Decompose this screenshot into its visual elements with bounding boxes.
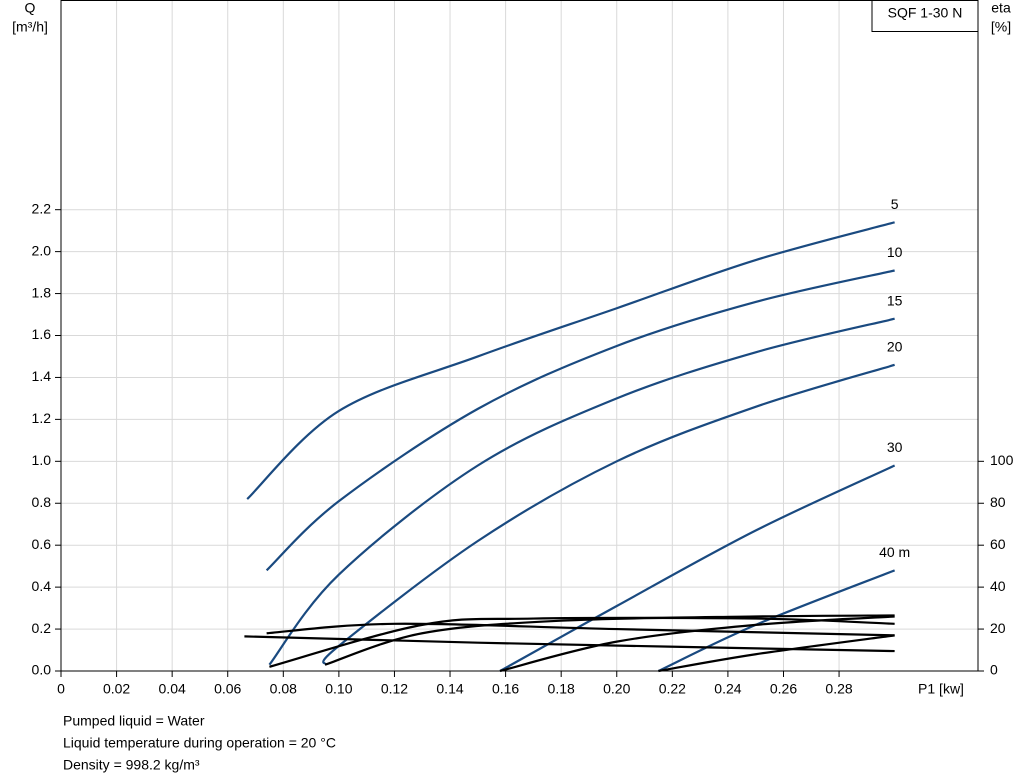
- y2-tick-label: 20: [990, 620, 1006, 636]
- curve: [246, 221, 895, 500]
- y2-axis-unit: [%]: [991, 19, 1011, 35]
- x-tick-label: 0.10: [325, 681, 352, 697]
- x-tick-label: 0.22: [659, 681, 686, 697]
- curve-label: 20: [887, 339, 903, 355]
- note: Density = 998.2 kg/m³: [63, 757, 200, 773]
- note: Liquid temperature during operation = 20…: [63, 735, 336, 751]
- curve-label: 15: [887, 292, 903, 308]
- curve: [244, 635, 895, 653]
- x-axis-title: P1 [kw]: [918, 681, 964, 697]
- y-tick-label: 0.2: [32, 620, 52, 636]
- note: Pumped liquid = Water: [63, 713, 205, 729]
- curve: [657, 569, 896, 672]
- curve-label: 30: [887, 439, 903, 455]
- x-tick-label: 0.28: [825, 681, 852, 697]
- y-tick-label: 1.8: [32, 284, 52, 300]
- plot-frame: [60, 0, 979, 672]
- y-tick-label: 0.8: [32, 494, 52, 510]
- x-tick-label: 0.12: [381, 681, 408, 697]
- x-tick-label: 0.08: [270, 681, 297, 697]
- x-tick-label: 0.24: [714, 681, 741, 697]
- y-tick-label: 0.0: [32, 662, 52, 678]
- y-tick-label: 0.6: [32, 536, 52, 552]
- x-tick-label: 0.26: [770, 681, 797, 697]
- x-tick-label: 0.02: [103, 681, 130, 697]
- x-tick-label: 0: [57, 681, 65, 697]
- curve: [265, 269, 895, 572]
- curve: [269, 616, 895, 668]
- y2-tick-label: 0: [990, 662, 998, 678]
- y2-axis-title: eta: [991, 0, 1011, 16]
- x-tick-label: 0.04: [159, 681, 186, 697]
- x-tick-label: 0.18: [548, 681, 575, 697]
- y-axis-title: Q: [25, 0, 36, 16]
- title-box: [871, 0, 979, 32]
- y-tick-label: 1.6: [32, 326, 52, 342]
- curve: [268, 317, 895, 666]
- y2-tick-label: 80: [990, 494, 1006, 510]
- x-tick-label: 0.16: [492, 681, 519, 697]
- curve: [658, 634, 895, 673]
- y2-tick-label: 40: [990, 578, 1006, 594]
- y2-tick-label: 100: [990, 452, 1014, 468]
- curve: [322, 363, 895, 666]
- y-tick-label: 0.4: [32, 578, 52, 594]
- y-tick-label: 1.0: [32, 452, 52, 468]
- curve-label: 5: [891, 196, 899, 212]
- y-tick-label: 2.2: [32, 200, 52, 216]
- y-axis-unit: [m³/h]: [12, 19, 48, 35]
- y-tick-label: 1.4: [32, 368, 52, 384]
- curve: [266, 622, 895, 637]
- y-tick-label: 2.0: [32, 242, 52, 258]
- curve: [324, 614, 895, 666]
- x-tick-label: 0.06: [214, 681, 241, 697]
- y-tick-label: 1.2: [32, 410, 52, 426]
- x-tick-label: 0.20: [603, 681, 630, 697]
- curve-label: 10: [887, 244, 903, 260]
- y2-tick-label: 60: [990, 536, 1006, 552]
- chart-title: SQF 1-30 N: [888, 5, 963, 21]
- x-tick-label: 0.14: [436, 681, 463, 697]
- curve: [499, 615, 895, 673]
- curve-label: 40 m: [879, 544, 910, 560]
- curve: [499, 464, 896, 672]
